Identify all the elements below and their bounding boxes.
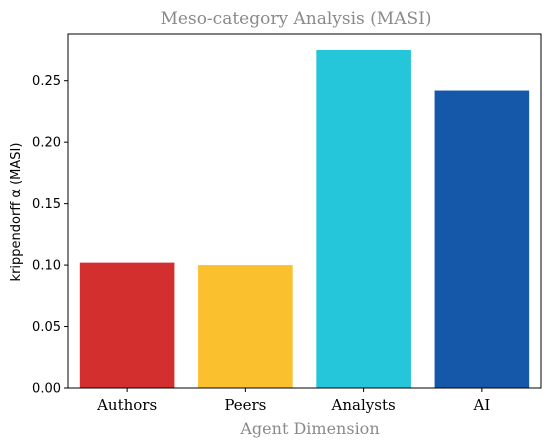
x-tick-label: Analysts bbox=[331, 396, 396, 414]
x-axis: Authors Peers Analysts AI bbox=[96, 388, 490, 414]
y-tick-label: 0.15 bbox=[32, 197, 61, 212]
bar-authors bbox=[79, 262, 175, 389]
y-tick-label: 0.00 bbox=[32, 382, 61, 397]
y-tick-label: 0.10 bbox=[32, 259, 61, 274]
y-tick-label: 0.25 bbox=[32, 74, 61, 89]
y-axis-label: krippendorff α (MASI) bbox=[9, 143, 24, 282]
plot-area bbox=[79, 49, 530, 389]
bar-peers bbox=[198, 265, 293, 388]
y-tick-label: 0.20 bbox=[32, 136, 61, 151]
x-tick-label: Peers bbox=[224, 396, 266, 414]
y-tick-label: 0.05 bbox=[32, 320, 61, 335]
bar-analysts bbox=[316, 49, 411, 388]
x-axis-label: Agent Dimension bbox=[239, 419, 379, 438]
axes-frame bbox=[67, 33, 542, 389]
bar-ai bbox=[434, 90, 530, 388]
chart-title: Meso-category Analysis (MASI) bbox=[161, 9, 432, 29]
x-tick-label: AI bbox=[472, 396, 490, 414]
y-axis: 0.00 0.05 0.10 0.15 0.20 0.25 bbox=[32, 74, 68, 397]
x-tick-label: Authors bbox=[96, 396, 157, 414]
